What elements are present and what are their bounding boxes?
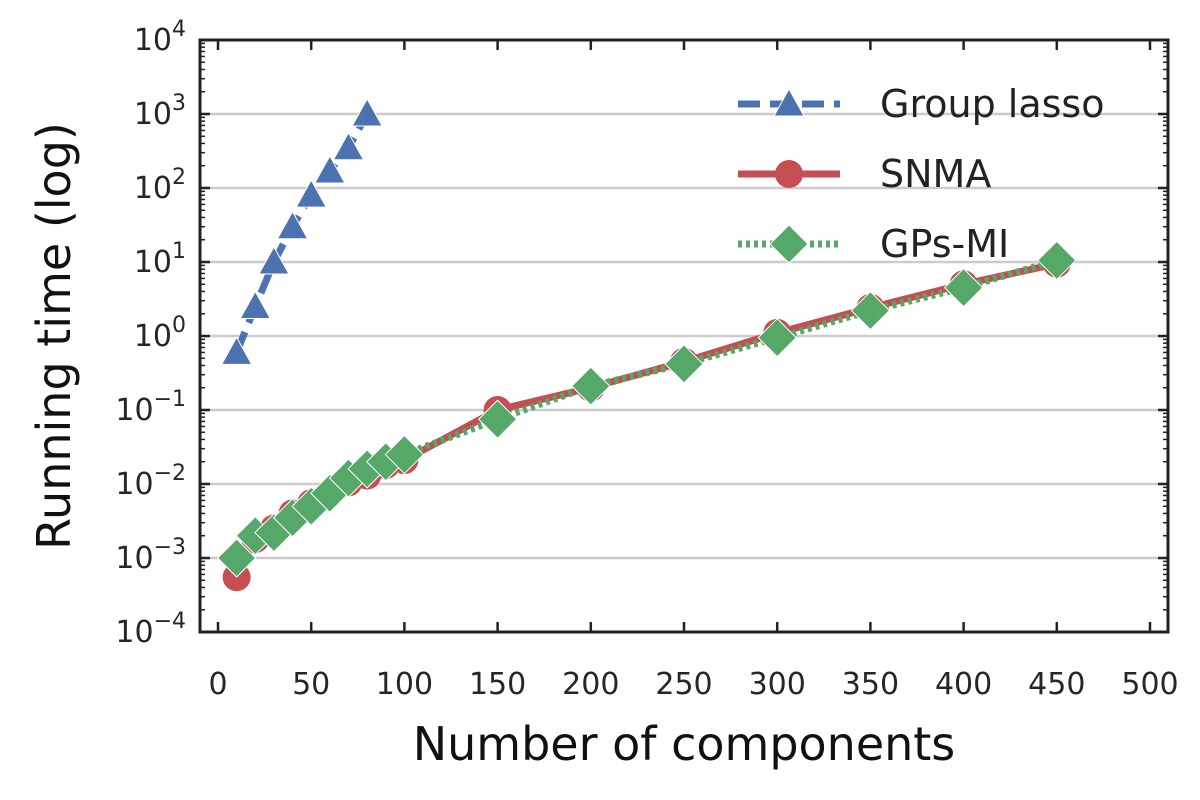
series-line [233,257,1058,561]
data-point [220,336,253,365]
x-tick-label: 500 [1121,667,1178,702]
data-point [850,290,891,331]
y-tick-label: 104 [134,17,186,58]
axis-ticks [200,38,1168,634]
data-point [477,399,518,439]
data-point [1037,240,1077,281]
legend: Group lasso SNMA GPs-MI [738,82,1104,266]
data-point [276,210,309,240]
series-layer [216,97,1077,592]
y-tick-label: 103 [134,91,186,132]
x-tick-label: 300 [749,667,806,702]
y-tick-label: 10−3 [115,535,186,576]
data-point [664,344,704,384]
x-tick-labels: 0 50 100 150 200 250 300 350 400 450 500 [208,667,1178,702]
x-tick-label: 250 [655,667,712,702]
y-tick-label: 10−4 [115,609,186,650]
y-tick-label: 10−2 [115,461,186,502]
y-axis-label: Running time (log) [27,122,81,550]
x-tick-label: 0 [208,667,227,702]
x-tick-label: 200 [562,667,619,702]
y-tick-label: 102 [134,165,186,206]
x-tick-label: 350 [842,667,899,702]
x-tick-label: 50 [292,667,330,702]
data-point [295,179,328,208]
data-point [384,434,425,475]
series-gps-mi [216,240,1077,578]
data-point [351,97,383,127]
legend-label: SNMA [880,152,991,196]
legend-marker [769,224,809,264]
data-point [216,538,257,578]
y-tick-label: 101 [134,239,186,280]
data-point [258,245,290,275]
legend-marker [773,87,805,117]
x-tick-label: 450 [1028,667,1085,702]
data-point [332,131,365,161]
data-point [943,267,984,308]
legend-label: Group lasso [880,82,1104,126]
legend-item: SNMA [738,152,991,196]
series-group-lasso [220,97,383,365]
y-tick-label: 100 [134,313,186,354]
data-point [239,290,272,320]
y-tick-labels: 10−4 10−3 10−2 10−1 100 101 102 103 104 [115,17,186,650]
data-point [571,366,611,406]
x-tick-label: 150 [469,667,526,702]
y-tick-label: 10−1 [115,387,186,428]
data-point [313,154,346,184]
legend-marker [775,160,803,188]
data-point [757,317,797,358]
legend-item: GPs-MI [738,222,1009,266]
x-axis-label: Number of components [413,717,956,771]
legend-label: GPs-MI [880,222,1009,266]
x-tick-label: 100 [376,667,433,702]
x-tick-label: 400 [935,667,992,702]
legend-item: Group lasso [738,82,1104,126]
